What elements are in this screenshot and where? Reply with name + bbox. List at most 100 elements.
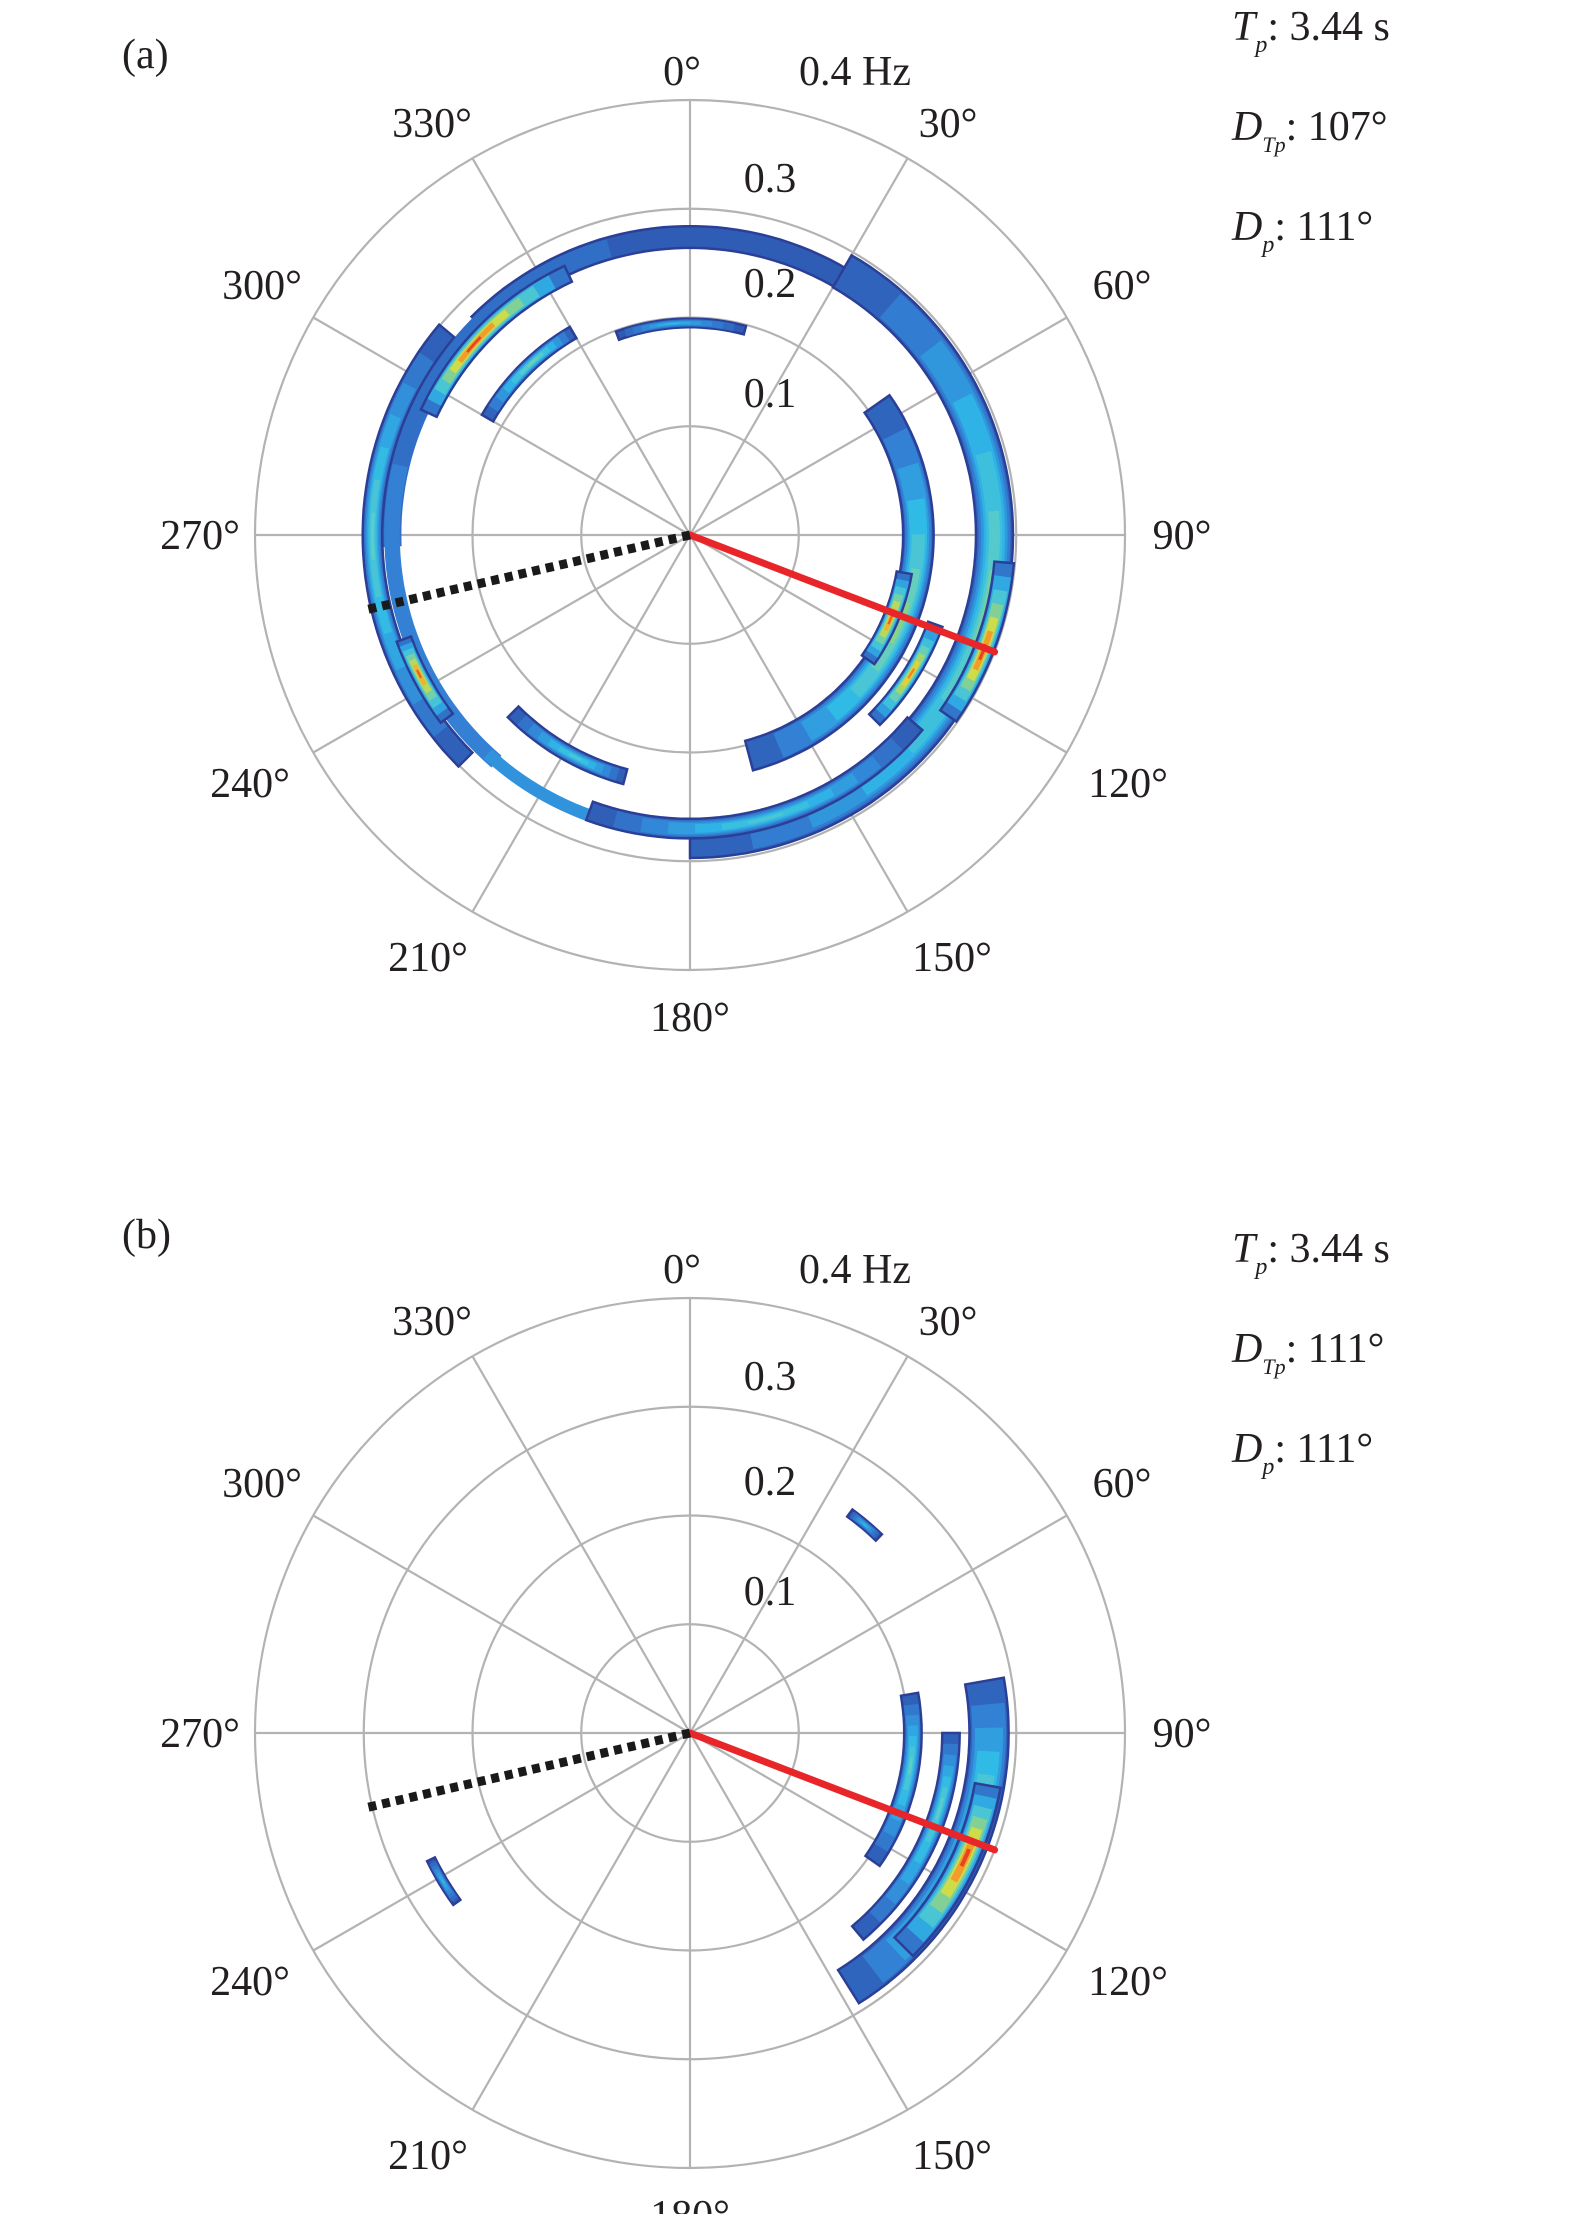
panel-a-angle-tick-150: 150° (912, 935, 992, 981)
panel-b: (b) 0° 30° 60° 90° 120° 150° 180° 210° 240° 270° 3… (122, 1212, 1390, 2214)
panel-b-label: (b) (122, 1212, 171, 1258)
panel-a-stat-tp: Tp: 3.44 s (1232, 4, 1390, 58)
panel-b-spoke-210 (471, 1732, 691, 2111)
panel-b-spoke-300 (312, 1514, 691, 1734)
panel-b-peak-1-level-2 (862, 1702, 1006, 1983)
panel-a-dp-symbol: D (1231, 204, 1262, 250)
panel-a-stat-dp: Dp: 111° (1231, 204, 1373, 258)
panel-b-stat-tp: Tp: 3.44 s (1232, 1226, 1390, 1280)
panel-b-direction-lines (362, 1728, 999, 1854)
panel-a-spoke-330 (471, 157, 691, 536)
panel-a-peak-5-level-7 (887, 615, 894, 625)
panel-b-spectral-peak-6 (425, 1855, 463, 1907)
panel-b-grid (253, 1296, 1127, 2170)
panel-a-angle-tick-0: 0° (663, 49, 701, 95)
panel-a-spoke-300 (312, 316, 691, 536)
panel-a-tp-symbol: T (1232, 4, 1258, 50)
panel-b-spoke-330 (471, 1355, 691, 1734)
panel-a-peak-direction-line (686, 531, 999, 656)
panel-b-tick-labels: 0° 30° 60° 90° 120° 150° 180° 210° 240° 270° 300° 3… (160, 1247, 1211, 2214)
panel-a-angle-tick-120: 120° (1088, 761, 1168, 807)
panel-b-dtp-symbol: D (1231, 1326, 1262, 1372)
panel-b-spectral-peak-3 (850, 1731, 961, 1942)
panel-a-peak-4-level-7 (889, 601, 911, 644)
panel-a-direction-lines (362, 530, 999, 656)
panel-b-stat-dp: Dp: 111° (1231, 1426, 1373, 1480)
panel-b-dp-symbol: D (1231, 1426, 1262, 1472)
panel-a-radial-tick-1: 0.1 (744, 371, 797, 417)
panel-b-spoke-30 (689, 1355, 909, 1734)
panel-b-peak-direction-line (686, 1729, 999, 1854)
panel-a-angle-tick-60: 60° (1093, 263, 1152, 309)
panel-b-angle-tick-300: 300° (222, 1461, 302, 1507)
panel-b-reference-direction-line (362, 1728, 692, 1813)
panel-a-spectral-peak-10 (395, 634, 455, 725)
panel-a-grid (253, 98, 1127, 972)
panel-a-spoke-30 (689, 157, 909, 536)
panel-b-spoke-150 (689, 1732, 909, 2111)
panel-a-spectrum (361, 224, 1016, 860)
panel-b-peak-5-level-7 (862, 1523, 867, 1527)
panel-a-peak-9-level-6 (369, 479, 382, 598)
panel-b-spoke-60 (689, 1514, 1068, 1734)
panel-a-angle-tick-330: 330° (392, 101, 472, 147)
panel-b-angle-tick-150: 150° (912, 2133, 992, 2179)
panel-b-spoke-240 (312, 1732, 691, 1952)
panel-b-angle-tick-240: 240° (210, 1959, 290, 2005)
panel-a-angle-tick-300: 300° (222, 263, 302, 309)
panel-a-peak-13-level-7 (665, 322, 679, 325)
panel-b-stats: Tp: 3.44 s DTp: 111° Dp: 111° (1231, 1226, 1390, 1480)
panel-a-angle-tick-180: 180° (650, 995, 730, 1041)
panel-a-reference-direction-line (362, 530, 692, 615)
panel-a-peak-11-level-7 (466, 336, 482, 353)
panel-a-radial-tick-3: 0.3 (744, 156, 797, 202)
panel-a-dtp-sub: Tp (1262, 132, 1285, 157)
panel-b-dtp-sub: Tp (1262, 1354, 1285, 1379)
panel-b-peak-3-level-7 (935, 1797, 945, 1821)
panel-b-tp-sub: p (1253, 1254, 1267, 1280)
panel-a-peak-11-level-2 (427, 275, 556, 406)
panel-b-angle-tick-330: 330° (392, 1299, 472, 1345)
panel-b-spectral-peak-4 (863, 1691, 923, 1868)
panel-a-spectral-peak-7 (584, 715, 925, 840)
panel-a-spoke-240 (312, 534, 691, 754)
panel-b-peak-6-level-7 (441, 1878, 445, 1884)
panel-b-radial-unit-label: 0.4 Hz (799, 1247, 911, 1293)
panel-a-dp-sub: p (1260, 232, 1274, 258)
panel-b-stat-dtp: DTp: 111° (1231, 1326, 1384, 1379)
panel-a-dtp-symbol: D (1231, 104, 1262, 150)
panel-a-stat-dtp: DTp: 107° (1231, 104, 1388, 157)
panel-a-dtp-value: : 107° (1286, 104, 1388, 150)
panel-a-angle-tick-270: 270° (160, 513, 240, 559)
panel-a-spectral-peak-13 (614, 317, 748, 342)
panel-b-peak-2-level-7 (959, 1848, 971, 1867)
panel-a-peak-2-level-7 (970, 569, 996, 649)
panel-a-spectral-peak-11 (419, 264, 574, 419)
panel-a-peak-10-level-7 (416, 669, 423, 679)
panel-b-tp-value: : 3.44 s (1267, 1226, 1390, 1272)
panel-b-angle-tick-0: 0° (663, 1247, 701, 1293)
panel-a-peak-7-level-5 (695, 788, 835, 833)
panel-b-peak-4-level-7 (907, 1756, 913, 1775)
panel-b-dp-sub: p (1260, 1454, 1274, 1480)
panel-a-peak-4-level-1 (743, 393, 935, 772)
panel-b-spectrum (425, 1507, 1010, 2005)
panel-a-tp-sub: p (1253, 32, 1267, 58)
panel-a-radial-tick-2: 0.2 (744, 261, 797, 307)
panel-b-tp-symbol: T (1232, 1226, 1258, 1272)
panel-a-peak-7-level-6 (721, 801, 810, 830)
panel-b-radial-tick-2: 0.2 (744, 1459, 797, 1505)
panel-b-angle-tick-30: 30° (919, 1299, 978, 1345)
panel-b-dtp-value: : 111° (1286, 1326, 1385, 1372)
panel-a-spoke-210 (471, 534, 691, 913)
panel-b-angle-tick-210: 210° (388, 2133, 468, 2179)
panel-a-angle-tick-30: 30° (919, 101, 978, 147)
panel-a-spectral-peak-12 (480, 325, 579, 424)
panel-a-peak-13-level-6 (657, 321, 690, 327)
panel-b-angle-tick-270: 270° (160, 1711, 240, 1757)
panel-a-peak-12-level-7 (527, 357, 538, 367)
panel-b-angle-tick-60: 60° (1093, 1461, 1152, 1507)
panel-a-spectral-peak-9 (361, 322, 475, 769)
panel-a-angle-tick-90: 90° (1153, 513, 1212, 559)
